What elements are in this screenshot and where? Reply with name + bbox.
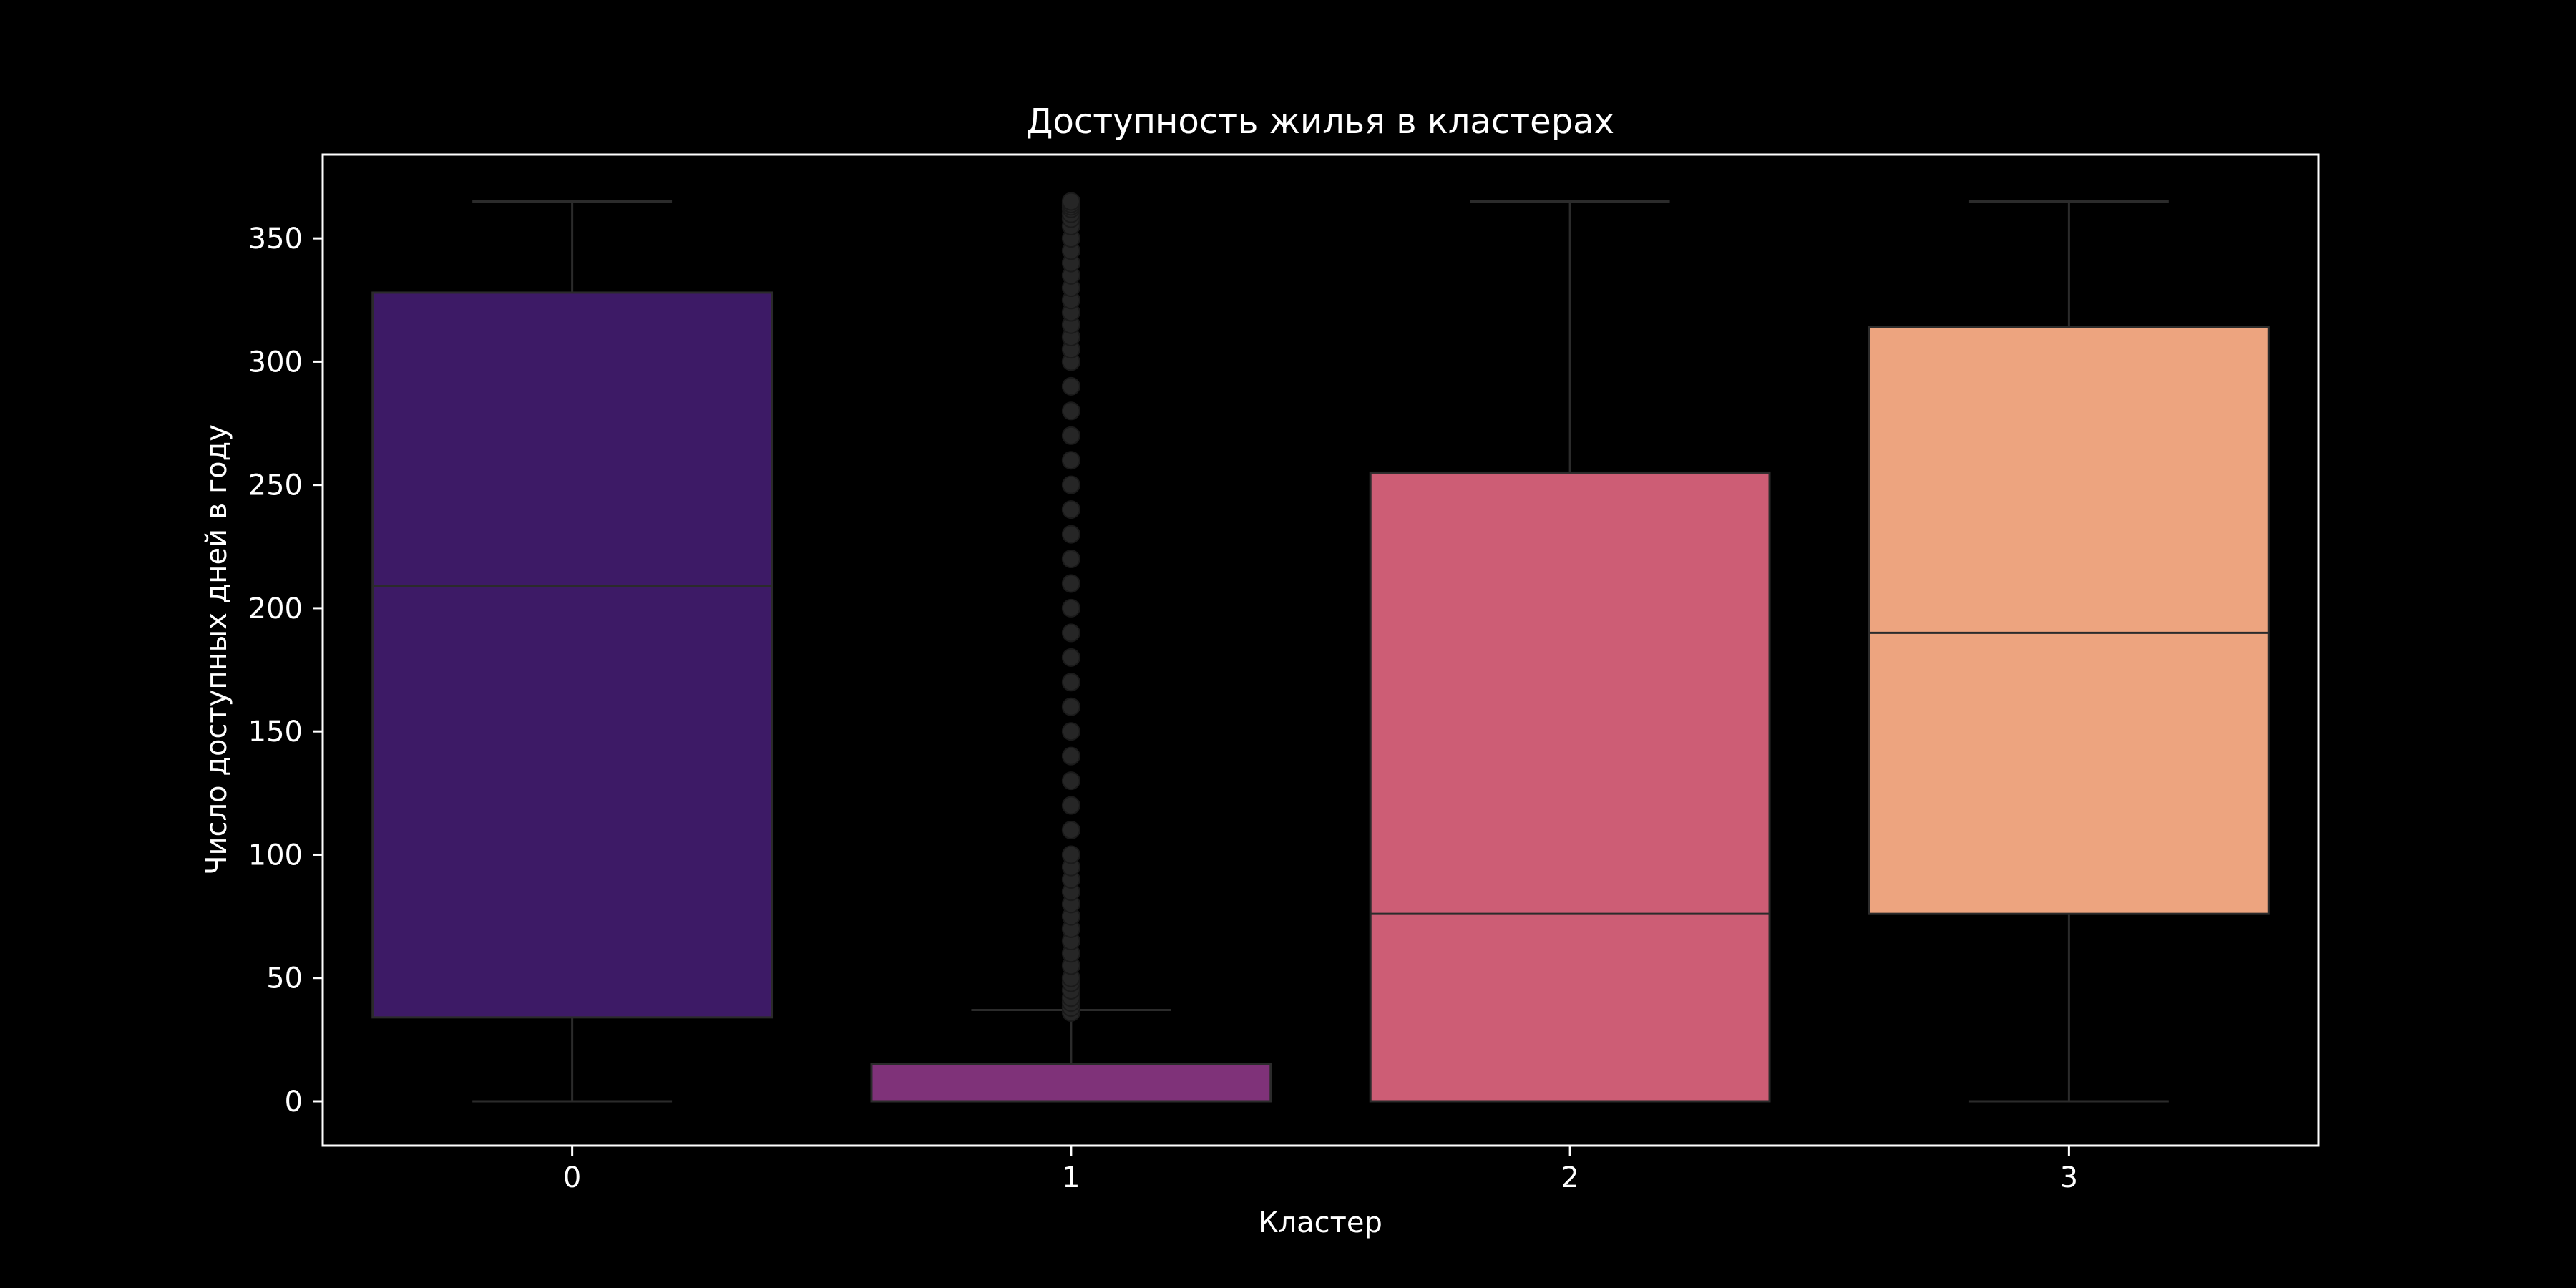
outlier-point [1061, 771, 1080, 791]
outlier-point [1061, 376, 1080, 396]
box-body [1369, 471, 1771, 1103]
plot-frame [321, 153, 2320, 1147]
outlier-point [1061, 192, 1080, 211]
x-axis-label: Кластер [1258, 1206, 1382, 1239]
box-cluster-3 [1868, 200, 2270, 1103]
outlier-point [1061, 598, 1080, 618]
x-axis: 0 1 2 3 [563, 1146, 2078, 1194]
plot-area [371, 192, 2270, 1103]
x-tick-label: 2 [1561, 1161, 1579, 1194]
x-tick-label: 0 [563, 1161, 581, 1194]
outlier-point [1061, 623, 1080, 643]
y-tick-label: 350 [248, 223, 303, 255]
y-tick-label: 200 [248, 592, 303, 625]
box-cluster-2 [1369, 200, 1771, 1103]
y-tick-label: 250 [248, 469, 303, 502]
y-axis-label: Число доступных дней в году [200, 424, 233, 875]
box-body [371, 291, 774, 1019]
y-tick-label: 150 [248, 716, 303, 748]
chart-title: Доступность жилья в кластерах [1026, 102, 1614, 142]
y-tick-label: 50 [266, 962, 303, 995]
outlier-point [1061, 401, 1080, 421]
outlier-point [1061, 648, 1080, 667]
outlier-point [1061, 426, 1080, 445]
outlier-point [1061, 746, 1080, 766]
outlier-point [1061, 796, 1080, 815]
x-tick-label: 1 [1062, 1161, 1080, 1194]
box-cluster-1 [870, 192, 1272, 1103]
outlier-point [1061, 697, 1080, 716]
outlier-point [1061, 550, 1080, 569]
outlier-point [1061, 574, 1080, 593]
outlier-point [1061, 673, 1080, 692]
outlier-point [1061, 475, 1080, 494]
outlier-point [1061, 500, 1080, 519]
y-axis: 0 50 100 150 200 250 300 350 [248, 223, 323, 1118]
outlier-point [1061, 525, 1080, 544]
outlier-point [1061, 845, 1080, 864]
box-body [870, 1063, 1272, 1103]
outlier-point [1061, 722, 1080, 741]
y-tick-label: 300 [248, 346, 303, 379]
box-body [1868, 326, 2270, 915]
y-tick-label: 100 [248, 839, 303, 872]
outlier-point [1061, 821, 1080, 840]
box-cluster-0 [371, 200, 774, 1103]
x-tick-label: 3 [2060, 1161, 2078, 1194]
outlier-point [1061, 451, 1080, 470]
y-tick-label: 0 [285, 1085, 303, 1118]
